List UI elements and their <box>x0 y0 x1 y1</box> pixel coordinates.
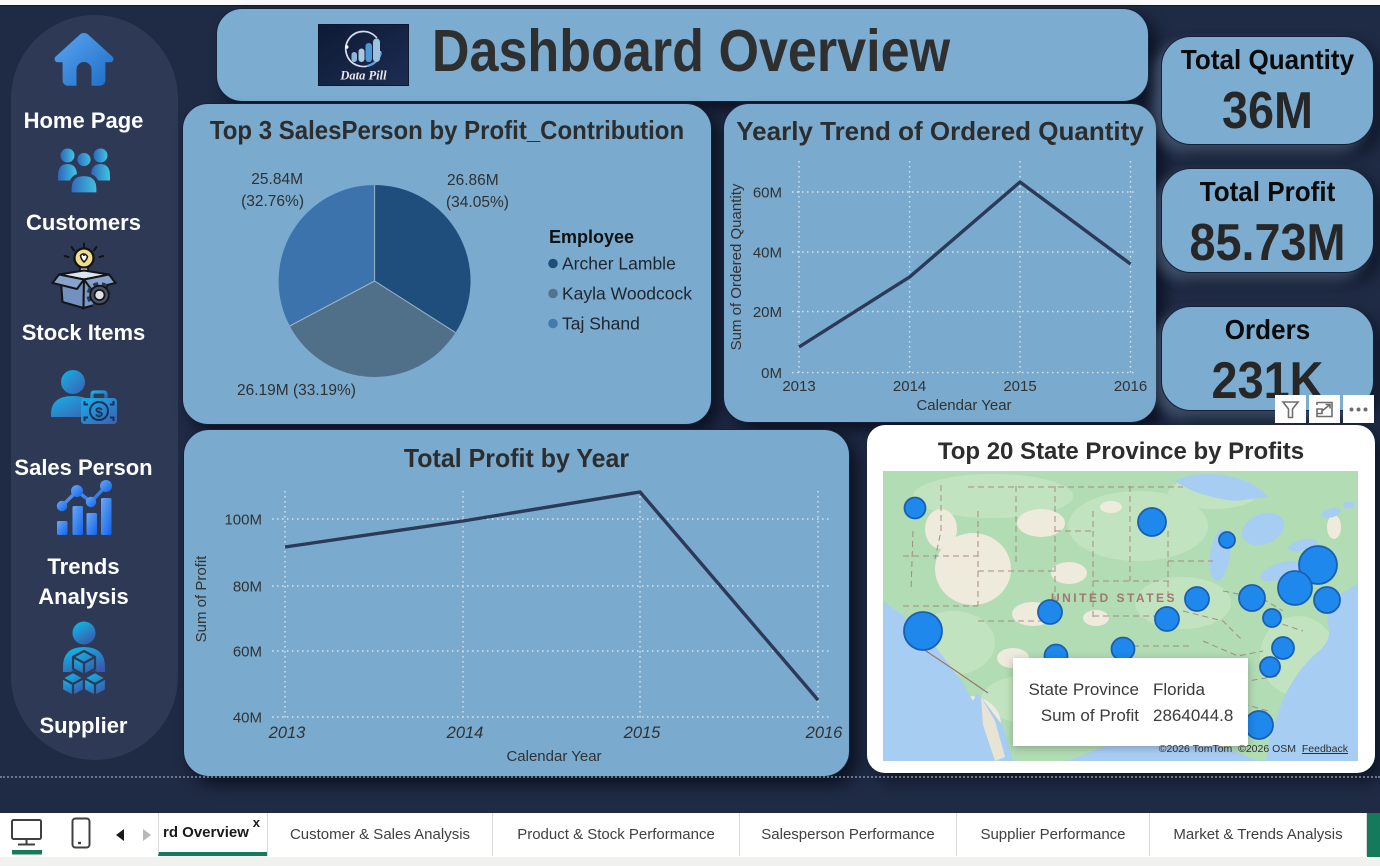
svg-text:2015: 2015 <box>1003 378 1036 395</box>
svg-text:$: $ <box>95 404 103 420</box>
svg-text:Archer Lamble: Archer Lamble <box>562 254 676 274</box>
svg-text:2016: 2016 <box>805 724 844 742</box>
svg-text:60M: 60M <box>753 185 782 202</box>
svg-text:Kayla Woodcock: Kayla Woodcock <box>562 284 692 304</box>
svg-text:Sum of Profit: Sum of Profit <box>193 555 210 643</box>
svg-text:40M: 40M <box>753 245 782 262</box>
svg-text:2013: 2013 <box>782 378 815 395</box>
svg-text:2014: 2014 <box>893 378 926 395</box>
svg-text:UNITED STATES: UNITED STATES <box>1051 591 1177 605</box>
svg-text:Calendar Year: Calendar Year <box>506 748 601 765</box>
svg-text:Taj Shand: Taj Shand <box>562 314 640 334</box>
svg-text:2014: 2014 <box>446 724 484 742</box>
svg-text:60M: 60M <box>233 644 262 661</box>
svg-text:0M: 0M <box>761 365 782 382</box>
svg-text:Calendar Year: Calendar Year <box>916 397 1011 414</box>
svg-text:2016: 2016 <box>1114 378 1147 395</box>
svg-text:26.19M (33.19%): 26.19M (33.19%) <box>237 382 356 399</box>
svg-text:26.86M: 26.86M <box>447 172 499 189</box>
svg-text:Employee: Employee <box>549 227 634 247</box>
svg-text:2015: 2015 <box>623 724 662 742</box>
svg-text:25.84M: 25.84M <box>251 171 303 188</box>
svg-text:20M: 20M <box>753 304 782 321</box>
svg-text:Data Pill: Data Pill <box>339 69 387 83</box>
svg-text:2013: 2013 <box>268 724 307 742</box>
svg-text:80M: 80M <box>233 579 262 596</box>
svg-text:100M: 100M <box>224 512 262 529</box>
svg-text:(34.05%): (34.05%) <box>446 194 509 211</box>
svg-text:(32.76%): (32.76%) <box>241 193 304 210</box>
svg-text:40M: 40M <box>233 710 262 727</box>
svg-text:Sum of Ordered Quantity: Sum of Ordered Quantity <box>728 183 745 350</box>
